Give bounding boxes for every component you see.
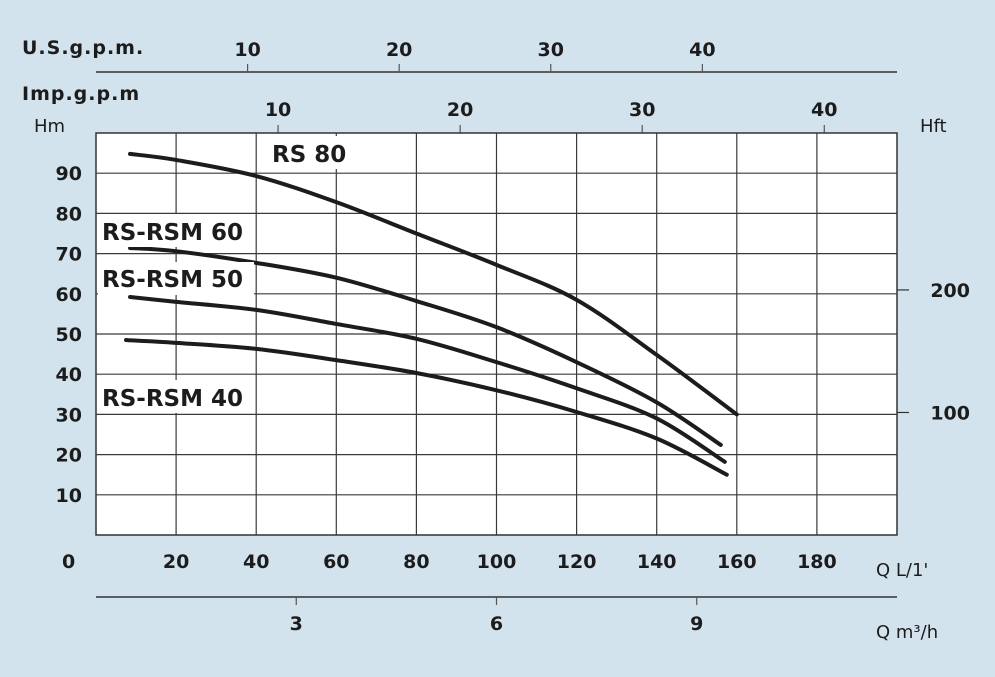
m3h-tick-label: 6 (490, 613, 503, 635)
svg-text:RS-RSM 60: RS-RSM 60 (102, 220, 243, 246)
m3h-tick-label: 9 (690, 613, 703, 635)
svg-text:RS 80: RS 80 (272, 142, 346, 168)
bottom-m3h-axis: 3 6 9 Q m³/h (96, 596, 938, 643)
x-tick-label: 20 (163, 551, 189, 573)
q-lmin-axis-title: Q L/1' (876, 560, 928, 581)
series-label-rs80: RS 80 (268, 136, 352, 169)
imp-gpm-tick-label: 10 (265, 99, 291, 121)
us-gpm-tick-label: 30 (538, 39, 564, 61)
hft-axis-title: Hft (920, 116, 947, 137)
top-us-gpm-axis: U.S.g.p.m. 10 20 30 40 (22, 37, 897, 73)
hft-axis-ticks: 100 200 (897, 280, 970, 424)
y-tick-label: 70 (56, 244, 82, 266)
origin-label: 0 (62, 551, 75, 573)
q-m3h-axis-title: Q m³/h (876, 622, 938, 643)
svg-text:RS-RSM 40: RS-RSM 40 (102, 386, 243, 412)
y-axis-ticks: 10 20 30 40 50 60 70 80 90 (56, 163, 82, 507)
x-tick-label: 180 (797, 551, 837, 573)
svg-text:RS-RSM 50: RS-RSM 50 (102, 267, 243, 293)
y-tick-label: 30 (56, 404, 82, 426)
top-imp-gpm-axis: Imp.g.p.m 10 20 30 40 (22, 83, 837, 133)
hft-tick-label: 100 (930, 402, 970, 424)
x-tick-label: 140 (637, 551, 677, 573)
curve-rs-rsm-50 (128, 295, 727, 464)
x-tick-label: 60 (323, 551, 349, 573)
y-tick-label: 20 (56, 445, 82, 467)
us-gpm-tick-label: 40 (689, 39, 715, 61)
hm-axis-title: Hm (34, 116, 65, 137)
y-tick-label: 40 (56, 364, 82, 386)
curve-rs-rsm-60 (128, 245, 723, 447)
curve-rs-80 (128, 151, 739, 417)
imp-gpm-tick-label: 20 (447, 99, 473, 121)
y-tick-label: 10 (56, 485, 82, 507)
y-tick-label: 90 (56, 163, 82, 185)
hft-tick-label: 200 (930, 280, 970, 302)
grid-lines (96, 133, 897, 535)
x-tick-label: 100 (477, 551, 517, 573)
x-axis-ticks: 20 40 60 80 100 120 140 160 180 (163, 551, 837, 573)
y-tick-label: 80 (56, 203, 82, 225)
imp-gpm-tick-label: 40 (811, 99, 837, 121)
y-tick-label: 50 (56, 324, 82, 346)
x-tick-label: 160 (717, 551, 757, 573)
series-label-rsm40: RS-RSM 40 (98, 380, 254, 413)
series-label-rsm60: RS-RSM 60 (98, 214, 254, 247)
x-tick-label: 40 (243, 551, 269, 573)
us-gpm-axis-title: U.S.g.p.m. (22, 37, 144, 59)
imp-gpm-tick-label: 30 (629, 99, 655, 121)
series-label-rsm50: RS-RSM 50 (98, 262, 254, 295)
y-tick-label: 60 (56, 284, 82, 306)
curve-rs-rsm-40 (124, 338, 729, 477)
us-gpm-tick-label: 10 (234, 39, 260, 61)
x-tick-label: 120 (557, 551, 597, 573)
m3h-tick-label: 3 (290, 613, 303, 635)
x-tick-label: 80 (403, 551, 429, 573)
imp-gpm-axis-title: Imp.g.p.m (22, 83, 140, 105)
performance-curves (124, 151, 739, 477)
us-gpm-tick-label: 20 (386, 39, 412, 61)
